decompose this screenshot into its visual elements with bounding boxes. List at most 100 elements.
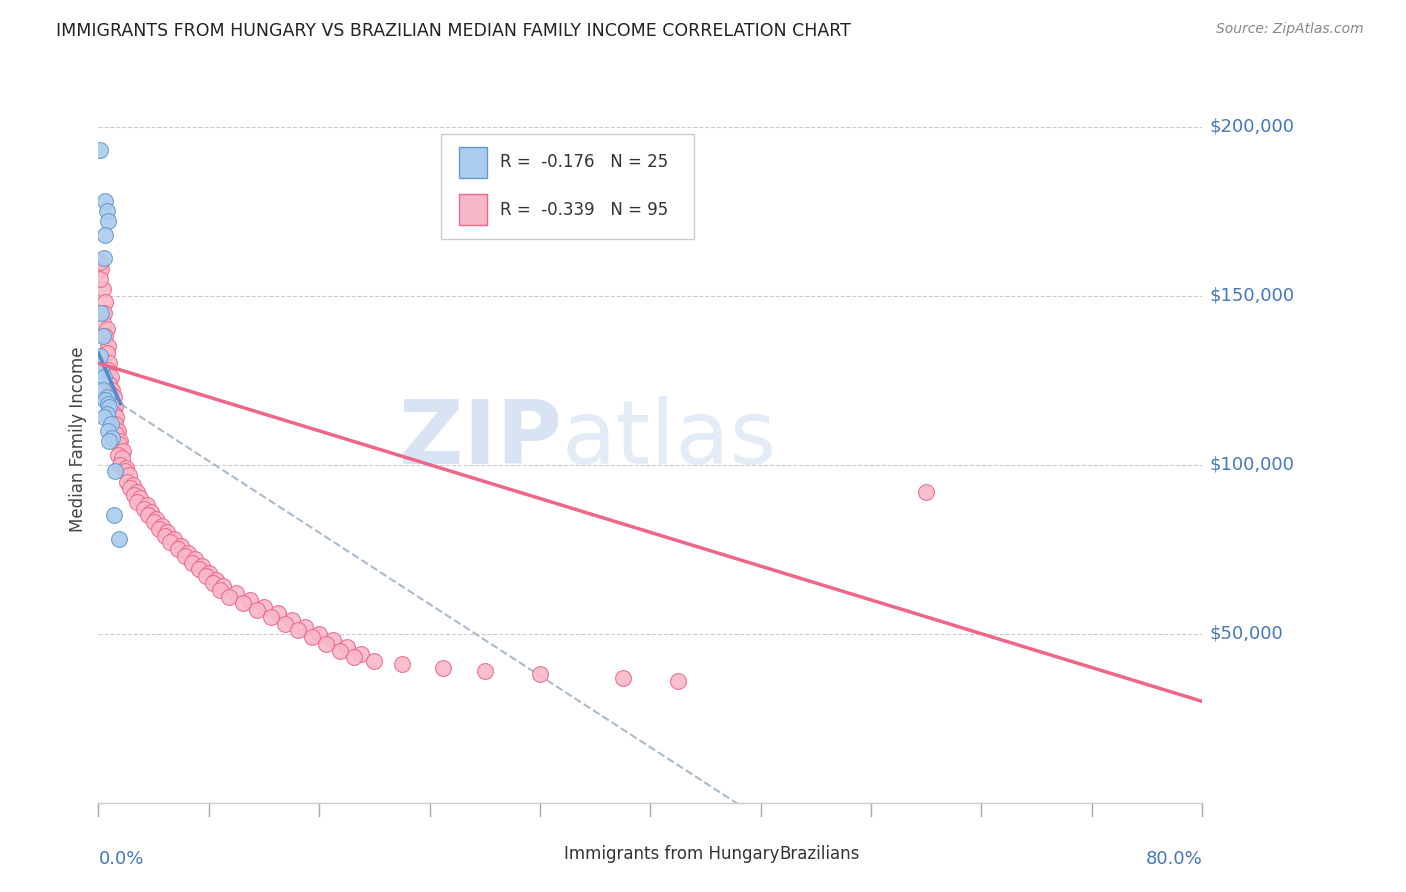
Point: [93, 369, 115, 384]
Point: [170, 539, 193, 553]
Point: [391, 657, 413, 672]
Point: [188, 562, 211, 576]
Point: [97, 339, 120, 353]
Point: [98, 376, 121, 391]
Point: [93, 410, 115, 425]
Point: [100, 386, 122, 401]
Point: [94, 393, 117, 408]
Point: [108, 532, 131, 546]
Point: [89, 271, 111, 285]
Point: [211, 579, 233, 593]
Point: [114, 465, 136, 479]
Text: atlas: atlas: [562, 396, 778, 483]
Point: [253, 599, 276, 614]
Point: [98, 400, 121, 414]
Point: [260, 610, 283, 624]
Point: [97, 214, 120, 228]
Point: [204, 573, 226, 587]
Point: [117, 475, 139, 489]
Point: [529, 667, 551, 681]
Point: [280, 613, 302, 627]
Text: Source: ZipAtlas.com: Source: ZipAtlas.com: [1216, 22, 1364, 37]
Point: [273, 616, 295, 631]
Point: [150, 518, 173, 533]
Point: [177, 545, 200, 559]
Point: [103, 390, 125, 404]
Text: R =  -0.176   N = 25: R = -0.176 N = 25: [501, 153, 668, 171]
Point: [666, 674, 689, 689]
Bar: [460, 147, 486, 178]
Point: [97, 424, 120, 438]
Point: [96, 407, 118, 421]
Point: [103, 508, 125, 523]
Text: IMMIGRANTS FROM HUNGARY VS BRAZILIAN MEDIAN FAMILY INCOME CORRELATION CHART: IMMIGRANTS FROM HUNGARY VS BRAZILIAN MED…: [56, 22, 851, 40]
Point: [145, 512, 167, 526]
Point: [110, 458, 132, 472]
Point: [225, 586, 247, 600]
Point: [89, 254, 111, 268]
Point: [105, 427, 128, 442]
Point: [100, 369, 122, 384]
Point: [336, 640, 359, 655]
Point: [201, 576, 224, 591]
Text: ZIP: ZIP: [399, 396, 562, 483]
Point: [148, 522, 170, 536]
Point: [432, 660, 454, 674]
Point: [91, 282, 114, 296]
Point: [612, 671, 634, 685]
Point: [232, 596, 254, 610]
Point: [108, 437, 131, 451]
Point: [287, 624, 309, 638]
Point: [98, 434, 121, 448]
Bar: [749, 842, 773, 870]
Point: [267, 607, 290, 621]
Point: [159, 535, 181, 549]
Point: [363, 654, 385, 668]
Point: [124, 488, 146, 502]
Text: $100,000: $100,000: [1209, 456, 1295, 474]
Text: Immigrants from Hungary: Immigrants from Hungary: [564, 845, 779, 863]
Point: [100, 417, 122, 431]
Point: [90, 261, 112, 276]
Point: [101, 397, 124, 411]
Point: [96, 322, 118, 336]
Point: [89, 350, 111, 364]
Text: $200,000: $200,000: [1209, 118, 1295, 136]
Point: [174, 549, 197, 563]
Point: [191, 559, 214, 574]
Point: [349, 647, 371, 661]
Point: [97, 363, 120, 377]
Point: [322, 633, 344, 648]
Point: [329, 643, 352, 657]
Point: [107, 448, 129, 462]
Point: [308, 626, 330, 640]
Point: [94, 194, 117, 208]
Point: [94, 329, 117, 343]
Point: [118, 467, 141, 482]
Point: [91, 384, 114, 398]
Point: [93, 252, 115, 266]
Point: [181, 556, 204, 570]
Text: 80.0%: 80.0%: [1146, 850, 1202, 868]
Point: [208, 582, 231, 597]
Point: [89, 143, 111, 157]
Point: [197, 566, 219, 580]
Point: [91, 329, 114, 343]
Bar: [534, 842, 558, 870]
Point: [97, 397, 120, 411]
Point: [315, 637, 337, 651]
Point: [104, 400, 127, 414]
FancyBboxPatch shape: [440, 134, 695, 239]
Point: [301, 630, 323, 644]
Point: [96, 346, 118, 360]
Point: [90, 363, 112, 377]
Point: [104, 465, 127, 479]
Text: $150,000: $150,000: [1209, 286, 1295, 304]
Point: [122, 478, 145, 492]
Point: [128, 491, 150, 506]
Text: $50,000: $50,000: [1209, 624, 1284, 643]
Point: [90, 305, 112, 319]
Point: [98, 356, 121, 370]
Point: [343, 650, 366, 665]
Point: [96, 390, 118, 404]
